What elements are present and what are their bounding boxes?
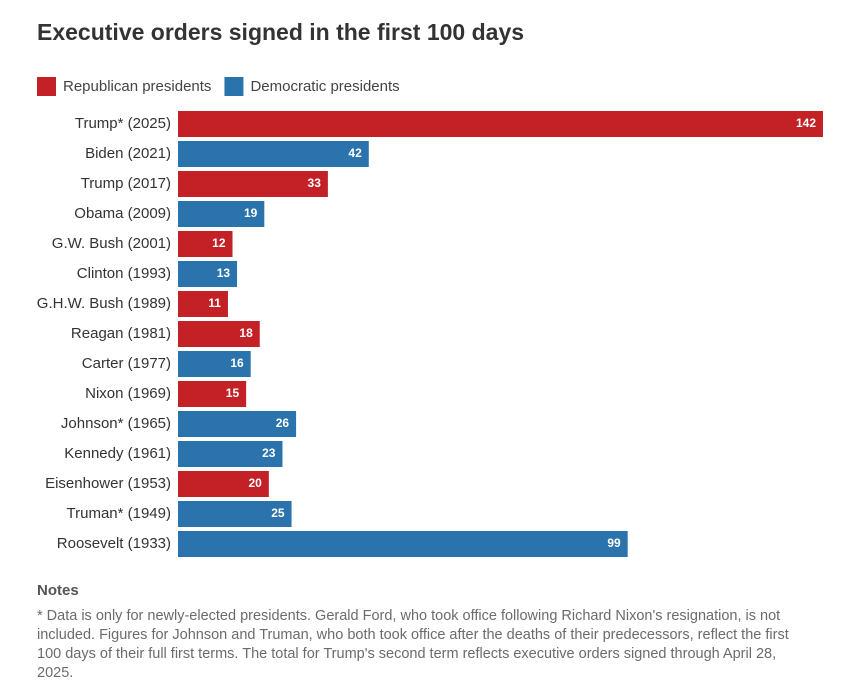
bar [178, 531, 628, 557]
value-label: 99 [607, 536, 621, 550]
notes: * Data is only for newly-elected preside… [37, 608, 789, 681]
bar [178, 381, 247, 407]
y-tick-label: Truman* (1949) [67, 505, 172, 522]
legend-swatch [224, 77, 244, 96]
value-label: 42 [348, 146, 362, 160]
y-tick-label: Biden (2021) [85, 145, 171, 162]
y-tick-label: Clinton (1993) [77, 265, 171, 282]
bar [178, 291, 228, 317]
value-label: 11 [208, 296, 221, 310]
y-tick-label: Johnson* (1965) [61, 415, 171, 432]
value-label: 20 [248, 476, 262, 490]
bar [178, 231, 233, 257]
bar [178, 501, 292, 527]
notes-title: Notes [37, 582, 79, 599]
value-label: 142 [796, 116, 816, 130]
bar [178, 351, 251, 377]
value-label: 15 [226, 386, 240, 400]
bar [178, 471, 269, 497]
value-label: 18 [239, 326, 253, 340]
value-label: 33 [308, 176, 322, 190]
y-tick-label: Nixon (1969) [85, 385, 171, 402]
value-label: 12 [212, 236, 226, 250]
legend-swatch [37, 77, 56, 96]
y-tick-label: Trump (2017) [81, 175, 171, 192]
chart-title: Executive orders signed in the first 100… [37, 19, 524, 45]
y-tick-label: Carter (1977) [82, 355, 171, 372]
y-tick-label: G.H.W. Bush (1989) [37, 295, 171, 312]
bar [178, 441, 283, 467]
y-tick-label: Eisenhower (1953) [45, 475, 171, 492]
value-label: 25 [271, 506, 285, 520]
y-tick-label: Roosevelt (1933) [57, 535, 171, 552]
bar [178, 141, 369, 167]
value-label: 26 [276, 416, 290, 430]
value-label: 13 [217, 266, 231, 280]
bar [178, 411, 297, 437]
legend-label: Republican presidents [63, 78, 211, 95]
y-tick-label: Kennedy (1961) [64, 445, 171, 462]
bar [178, 321, 260, 347]
bar [178, 261, 238, 287]
value-label: 19 [244, 206, 258, 220]
value-label: 16 [230, 356, 244, 370]
y-tick-label: Trump* (2025) [75, 115, 171, 132]
legend-label: Democratic presidents [250, 78, 399, 95]
y-tick-label: G.W. Bush (2001) [52, 235, 171, 252]
y-tick-label: Obama (2009) [74, 205, 171, 222]
chart: Executive orders signed in the first 100… [37, 19, 823, 557]
y-tick-label: Reagan (1981) [71, 325, 171, 342]
bar [178, 201, 265, 227]
bar [178, 171, 328, 197]
bar [178, 111, 823, 137]
value-label: 23 [262, 446, 276, 460]
